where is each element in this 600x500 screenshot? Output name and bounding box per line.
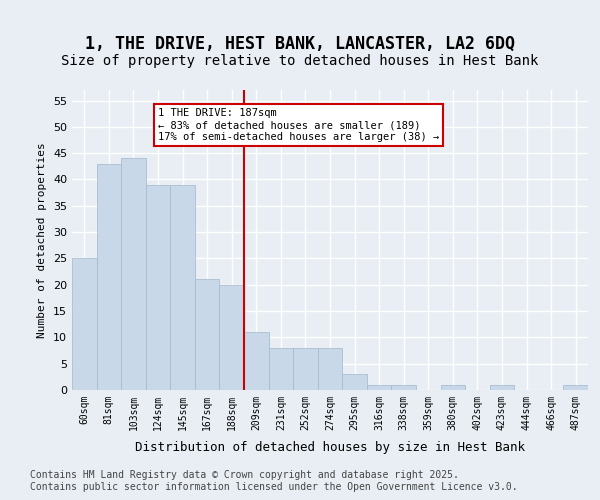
Bar	[72, 258, 97, 390]
Bar	[391, 384, 416, 390]
Bar	[97, 164, 121, 390]
Bar	[146, 184, 170, 390]
Bar	[220, 284, 244, 390]
Bar	[342, 374, 367, 390]
Text: 1, THE DRIVE, HEST BANK, LANCASTER, LA2 6DQ: 1, THE DRIVE, HEST BANK, LANCASTER, LA2 …	[85, 34, 515, 52]
Bar	[563, 384, 588, 390]
Text: Size of property relative to detached houses in Hest Bank: Size of property relative to detached ho…	[61, 54, 539, 68]
Bar	[367, 384, 391, 390]
X-axis label: Distribution of detached houses by size in Hest Bank: Distribution of detached houses by size …	[135, 441, 525, 454]
Bar	[121, 158, 146, 390]
Bar	[490, 384, 514, 390]
Bar	[318, 348, 342, 390]
Bar	[195, 280, 220, 390]
Bar	[170, 184, 195, 390]
Text: Contains public sector information licensed under the Open Government Licence v3: Contains public sector information licen…	[30, 482, 518, 492]
Text: 1 THE DRIVE: 187sqm
← 83% of detached houses are smaller (189)
17% of semi-detac: 1 THE DRIVE: 187sqm ← 83% of detached ho…	[158, 108, 439, 142]
Text: Contains HM Land Registry data © Crown copyright and database right 2025.: Contains HM Land Registry data © Crown c…	[30, 470, 459, 480]
Bar	[440, 384, 465, 390]
Bar	[269, 348, 293, 390]
Bar	[293, 348, 318, 390]
Bar	[244, 332, 269, 390]
Y-axis label: Number of detached properties: Number of detached properties	[37, 142, 47, 338]
